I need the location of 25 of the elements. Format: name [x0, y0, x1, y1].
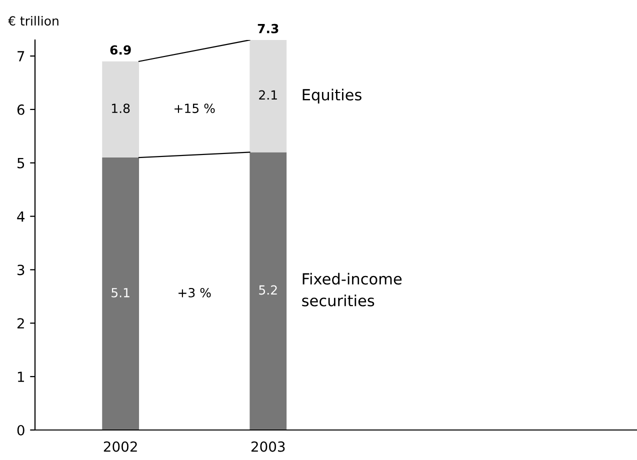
bar: [102, 158, 140, 430]
y-tick-label: 0: [17, 424, 24, 436]
x-tick-label: 2003: [251, 441, 285, 452]
bar: [250, 40, 287, 152]
total-label: 6.9: [110, 45, 131, 55]
data-label: 2.1: [259, 90, 277, 100]
y-tick-label: 5: [18, 158, 24, 168]
total-label: 7.3: [258, 24, 278, 34]
data-label: 5.1: [112, 288, 130, 298]
data-label: 1.8: [112, 104, 130, 114]
y-axis-title: € trillion: [8, 16, 58, 26]
y-tick-label: 2: [17, 318, 24, 328]
annotation: +15 %: [174, 104, 215, 114]
y-tick-label: 3: [18, 264, 24, 276]
bar: [250, 152, 287, 430]
series-label: Equities: [302, 88, 362, 104]
y-tick-label: 6: [17, 104, 24, 115]
x-tick-label: 2002: [104, 441, 137, 452]
y-tick-label: 4: [17, 211, 24, 222]
data-label: 5.2: [259, 285, 277, 295]
y-tick-label: 7: [18, 51, 24, 62]
series-label: Fixed-income securities: [302, 272, 402, 306]
annotation: +3 %: [178, 288, 211, 298]
bar: [102, 61, 140, 158]
y-tick-label: 1: [18, 372, 24, 382]
